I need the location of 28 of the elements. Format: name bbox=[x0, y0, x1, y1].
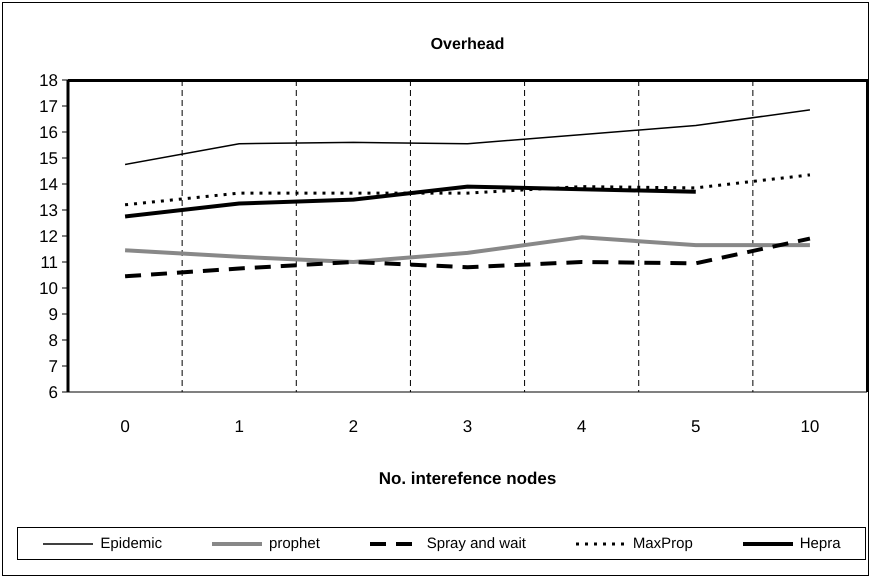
legend-label: Epidemic bbox=[100, 535, 162, 552]
x-tick-label: 3 bbox=[462, 417, 472, 436]
y-tick-label: 6 bbox=[48, 383, 58, 402]
y-tick-label: 7 bbox=[48, 357, 58, 376]
x-tick-label: 10 bbox=[800, 417, 820, 436]
legend-label: prophet bbox=[268, 535, 320, 552]
y-tick-label: 13 bbox=[39, 201, 58, 220]
legend-label: Spray and wait bbox=[426, 535, 526, 552]
y-tick-label: 14 bbox=[39, 175, 58, 194]
y-tick-label: 12 bbox=[39, 227, 58, 246]
y-tick-label: 9 bbox=[48, 305, 58, 324]
x-tick-label: 4 bbox=[576, 417, 586, 436]
x-axis-title: No. interefence nodes bbox=[378, 469, 556, 488]
y-tick-label: 17 bbox=[39, 97, 58, 116]
x-tick-label: 0 bbox=[120, 417, 130, 436]
y-tick-label: 15 bbox=[39, 149, 58, 168]
x-tick-label: 5 bbox=[691, 417, 701, 436]
x-tick-label: 1 bbox=[234, 417, 244, 436]
y-tick-label: 10 bbox=[39, 279, 58, 298]
legend-label: Hepra bbox=[800, 535, 841, 552]
y-tick-label: 8 bbox=[48, 331, 58, 350]
y-tick-label: 11 bbox=[40, 253, 58, 272]
x-tick-label: 2 bbox=[348, 417, 358, 436]
chart-title: Overhead bbox=[430, 36, 506, 54]
line-series bbox=[123, 235, 812, 264]
y-tick-label: 16 bbox=[39, 123, 58, 142]
legend-label: MaxProp bbox=[632, 535, 693, 552]
y-tick-label: 18 bbox=[39, 71, 58, 90]
